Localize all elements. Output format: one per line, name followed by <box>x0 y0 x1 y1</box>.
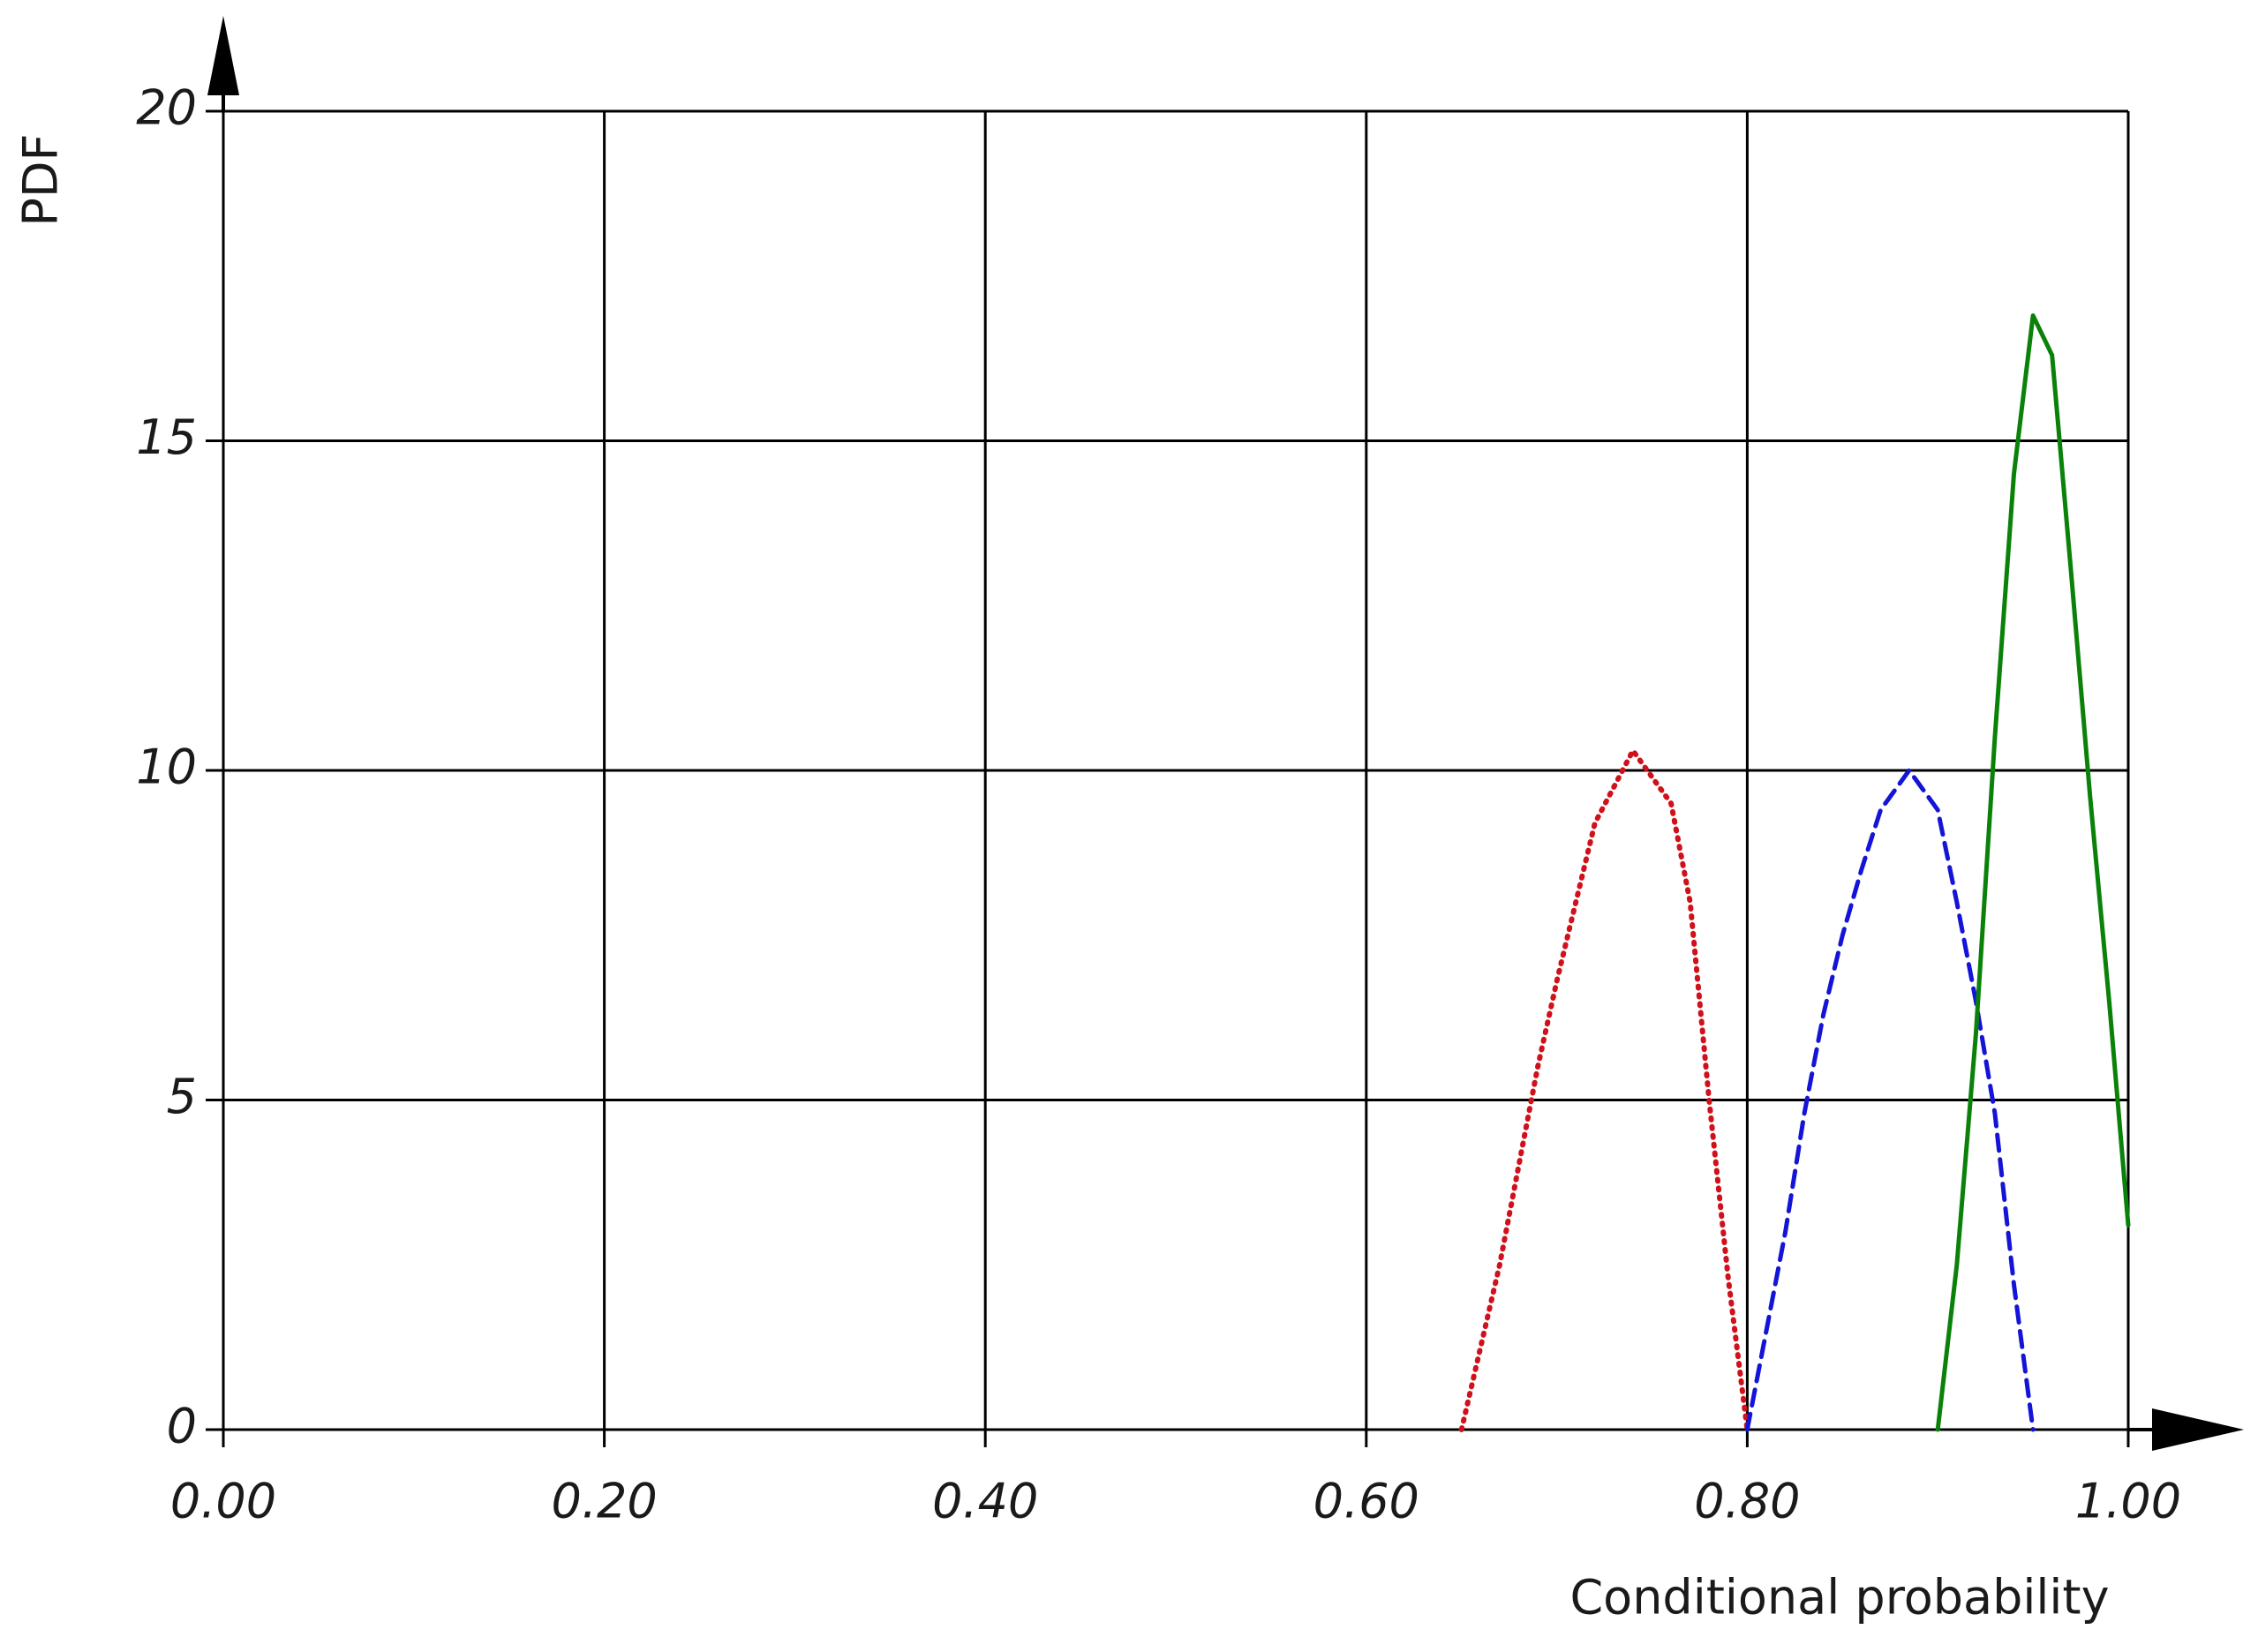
data-line <box>1935 313 2131 1432</box>
y-tick-label: 0 <box>167 1399 197 1454</box>
y-tick-label: 10 <box>136 740 197 795</box>
x-tick-label: 0.20 <box>551 1474 657 1529</box>
y-tick-label: 5 <box>167 1069 197 1124</box>
x-axis-label: Conditional probability <box>1569 1570 2109 1626</box>
x-tick-label: 0.80 <box>1694 1474 1800 1529</box>
x-tick-label: 0.40 <box>932 1474 1038 1529</box>
y-tick-label: 15 <box>136 409 197 465</box>
x-tick-label: 0.60 <box>1313 1474 1419 1529</box>
data-line <box>1744 768 2036 1432</box>
data-line <box>1458 747 1750 1432</box>
y-axis-arrow <box>207 16 239 95</box>
y-axis-label: PDF <box>13 133 69 226</box>
x-axis-arrow <box>2152 1408 2244 1451</box>
y-tick-label: 20 <box>136 80 197 136</box>
x-tick-label: 1.00 <box>2075 1474 2181 1529</box>
x-tick-label: 0.00 <box>170 1474 276 1529</box>
